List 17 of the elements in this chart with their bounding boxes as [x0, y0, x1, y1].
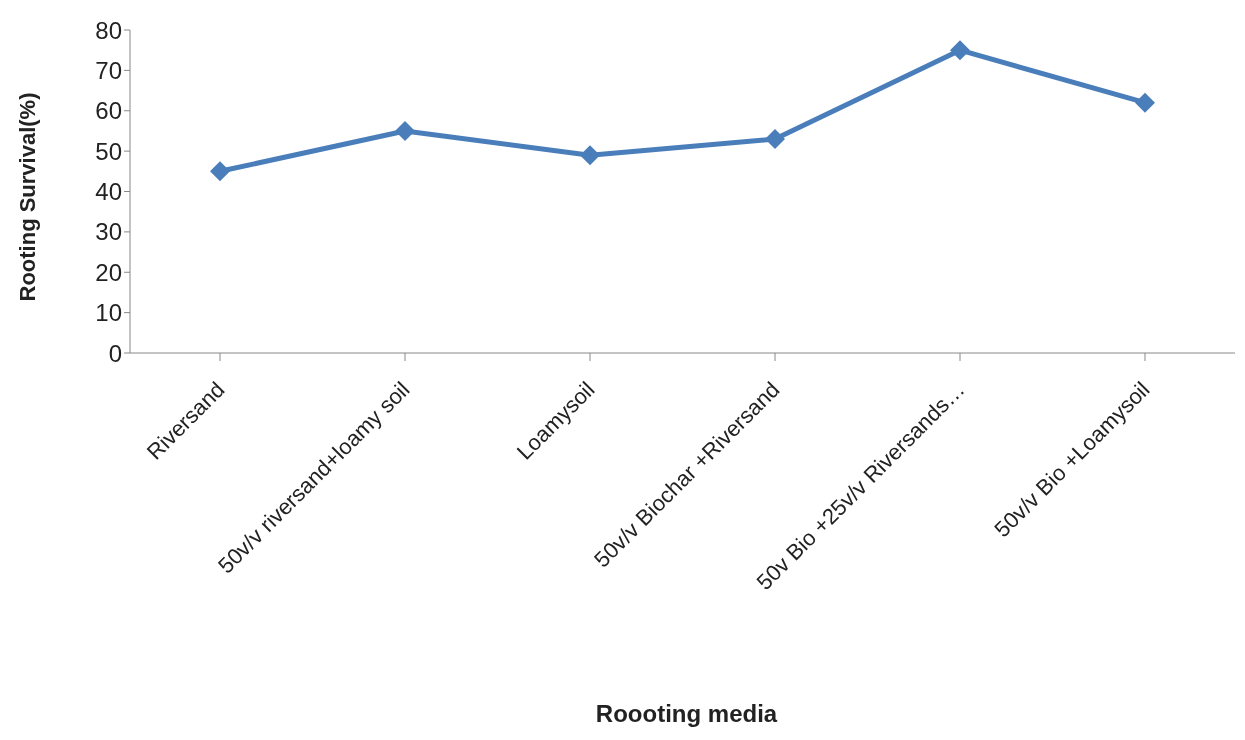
y-tick-label: 50: [95, 137, 122, 165]
y-tick-label: 10: [95, 299, 122, 327]
point: [765, 129, 785, 150]
y-tick-label: 80: [95, 16, 122, 44]
y-tick-label: 20: [95, 258, 122, 286]
y-axis-title: Rooting Survival(%): [14, 92, 40, 302]
point: [950, 40, 970, 61]
y-tick-label: 60: [95, 97, 122, 125]
y-tick-label: 70: [95, 56, 122, 84]
y-tick-label: 40: [95, 178, 122, 206]
y-tick-label: 30: [95, 218, 122, 246]
point: [395, 120, 415, 141]
point: [1135, 92, 1155, 113]
point: [210, 161, 230, 182]
x-axis-title: Roooting media: [594, 700, 779, 728]
point: [580, 145, 600, 166]
y-tick-label: 0: [108, 339, 122, 367]
